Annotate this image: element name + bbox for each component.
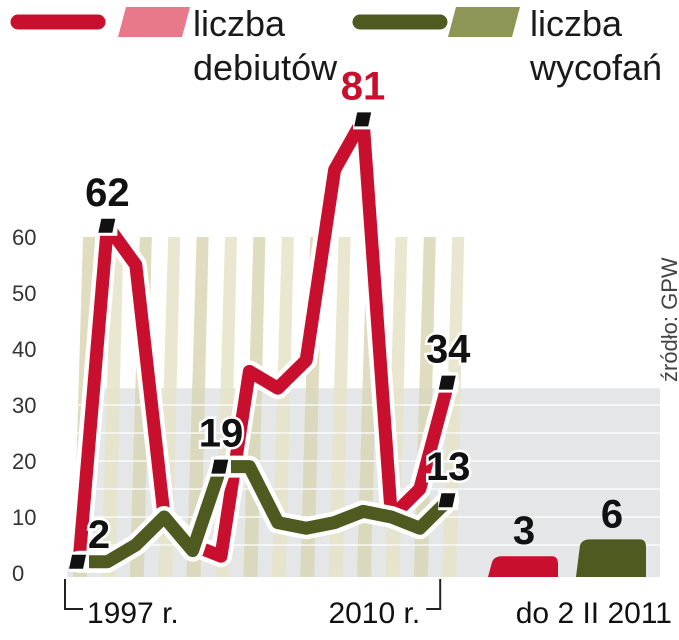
point-value-label: 19 bbox=[199, 412, 244, 456]
extra-bar-0 bbox=[488, 556, 558, 577]
year-column-stripe bbox=[101, 237, 124, 577]
point-value-label: 62 bbox=[85, 171, 130, 215]
legend-label-debiuty-line1: liczba bbox=[193, 3, 286, 44]
point-value-label: 2 bbox=[88, 513, 110, 557]
y-tick-label: 50 bbox=[12, 281, 36, 306]
series-line-0 bbox=[72, 112, 455, 569]
legend-label-wycofania-line2: wycofań bbox=[530, 47, 663, 88]
extra-bar-label: 6 bbox=[601, 492, 623, 536]
point-marker bbox=[438, 375, 456, 390]
legend-bar-swatch-0 bbox=[118, 7, 190, 37]
y-tick-label: 0 bbox=[12, 561, 24, 586]
y-tick-label: 10 bbox=[12, 505, 36, 530]
extra-bar-label: 3 bbox=[513, 509, 535, 553]
legend-bar-swatch-1 bbox=[448, 7, 520, 37]
point-value-label: 34 bbox=[426, 328, 471, 372]
year-column-stripe bbox=[328, 237, 351, 577]
point-marker bbox=[98, 218, 116, 233]
x-label-start: 1997 r. bbox=[87, 597, 179, 630]
point-marker bbox=[354, 112, 372, 127]
y-tick-label: 40 bbox=[12, 337, 36, 362]
source-label: źródło: GPW bbox=[657, 257, 679, 382]
legend-label-debiuty-line2: debiutów bbox=[193, 47, 338, 88]
x-label-end: 2010 r. bbox=[328, 597, 420, 630]
point-value-label: 81 bbox=[341, 64, 386, 108]
x-end-leader bbox=[426, 579, 442, 610]
year-column-stripe bbox=[271, 237, 294, 577]
x-start-leader bbox=[64, 579, 83, 610]
year-column-stripe bbox=[186, 237, 209, 577]
y-tick-label: 20 bbox=[12, 449, 36, 474]
x-label-extra: do 2 II 2011 bbox=[516, 597, 672, 630]
y-tick-label: 60 bbox=[12, 225, 36, 250]
point-marker bbox=[211, 459, 229, 474]
y-tick-label: 30 bbox=[12, 393, 36, 418]
point-marker bbox=[438, 493, 456, 508]
point-value-label: 13 bbox=[426, 445, 471, 489]
series-line-1 bbox=[72, 460, 455, 569]
legend-label-wycofania-line1: liczba bbox=[530, 3, 623, 44]
extra-bar-1 bbox=[576, 539, 646, 577]
point-marker bbox=[69, 554, 87, 569]
